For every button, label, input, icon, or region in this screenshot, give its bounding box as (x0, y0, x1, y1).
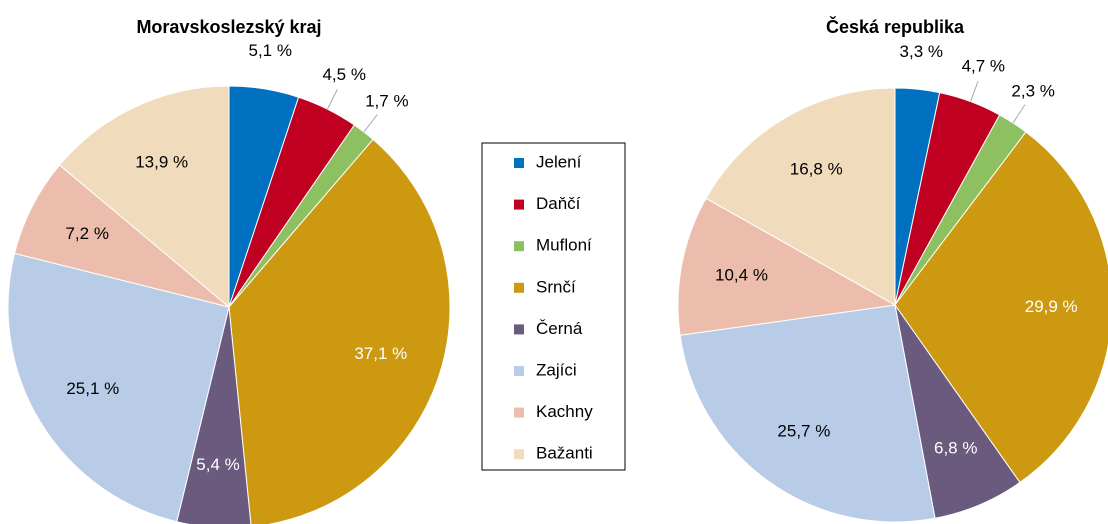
data-label: 1,7 % (365, 92, 408, 111)
data-label: 7,2 % (65, 224, 108, 243)
leader-line (1012, 104, 1026, 124)
legend-label: Jelení (536, 152, 582, 171)
data-label: 25,1 % (66, 379, 119, 398)
data-label: 10,4 % (715, 265, 768, 284)
legend-label: Černá (536, 319, 583, 338)
data-label: 16,8 % (790, 160, 843, 179)
pie-slice (679, 304, 936, 523)
pie-slice (705, 87, 896, 306)
data-label: 2,3 % (1011, 81, 1054, 100)
data-label: 5,1 % (249, 41, 292, 60)
legend-swatch (514, 241, 524, 252)
data-label: 6,8 % (934, 438, 977, 457)
legend-swatch (514, 366, 524, 376)
pie-slice (677, 197, 897, 336)
pie-slice (7, 252, 230, 523)
pie-slice (894, 131, 1108, 484)
legend-label: Kachny (536, 402, 593, 421)
legend-swatch (514, 158, 524, 168)
legend-swatch (514, 282, 524, 293)
legend-swatch (514, 324, 524, 335)
leader-line (327, 89, 338, 110)
data-label: 4,5 % (322, 65, 365, 84)
pie-slice (13, 164, 230, 308)
legend-label: Zajíci (536, 360, 577, 379)
data-label: 4,7 % (962, 56, 1005, 75)
legend-swatch (514, 449, 524, 460)
data-label: 29,9 % (1025, 297, 1078, 316)
chart-title: Česká republika (826, 16, 965, 37)
data-label: 5,4 % (196, 455, 239, 474)
legend-label: Srnčí (536, 277, 576, 296)
legend-swatch (514, 199, 524, 210)
legend-label: Daňčí (536, 194, 581, 213)
pie-slice (228, 138, 451, 524)
legend-swatch (514, 407, 524, 418)
pie-slice (58, 85, 230, 309)
data-label: 37,1 % (354, 344, 407, 363)
legend-label: Mufloní (536, 236, 592, 255)
chart-title: Moravskoslezský kraj (136, 17, 321, 37)
legend-box (481, 142, 626, 471)
data-label: 13,9 % (135, 152, 188, 171)
legend-label: Bažanti (536, 444, 593, 463)
data-label: 25,7 % (777, 421, 830, 440)
leader-line (970, 81, 979, 102)
leader-line (363, 114, 378, 133)
data-label: 3,3 % (900, 42, 943, 61)
